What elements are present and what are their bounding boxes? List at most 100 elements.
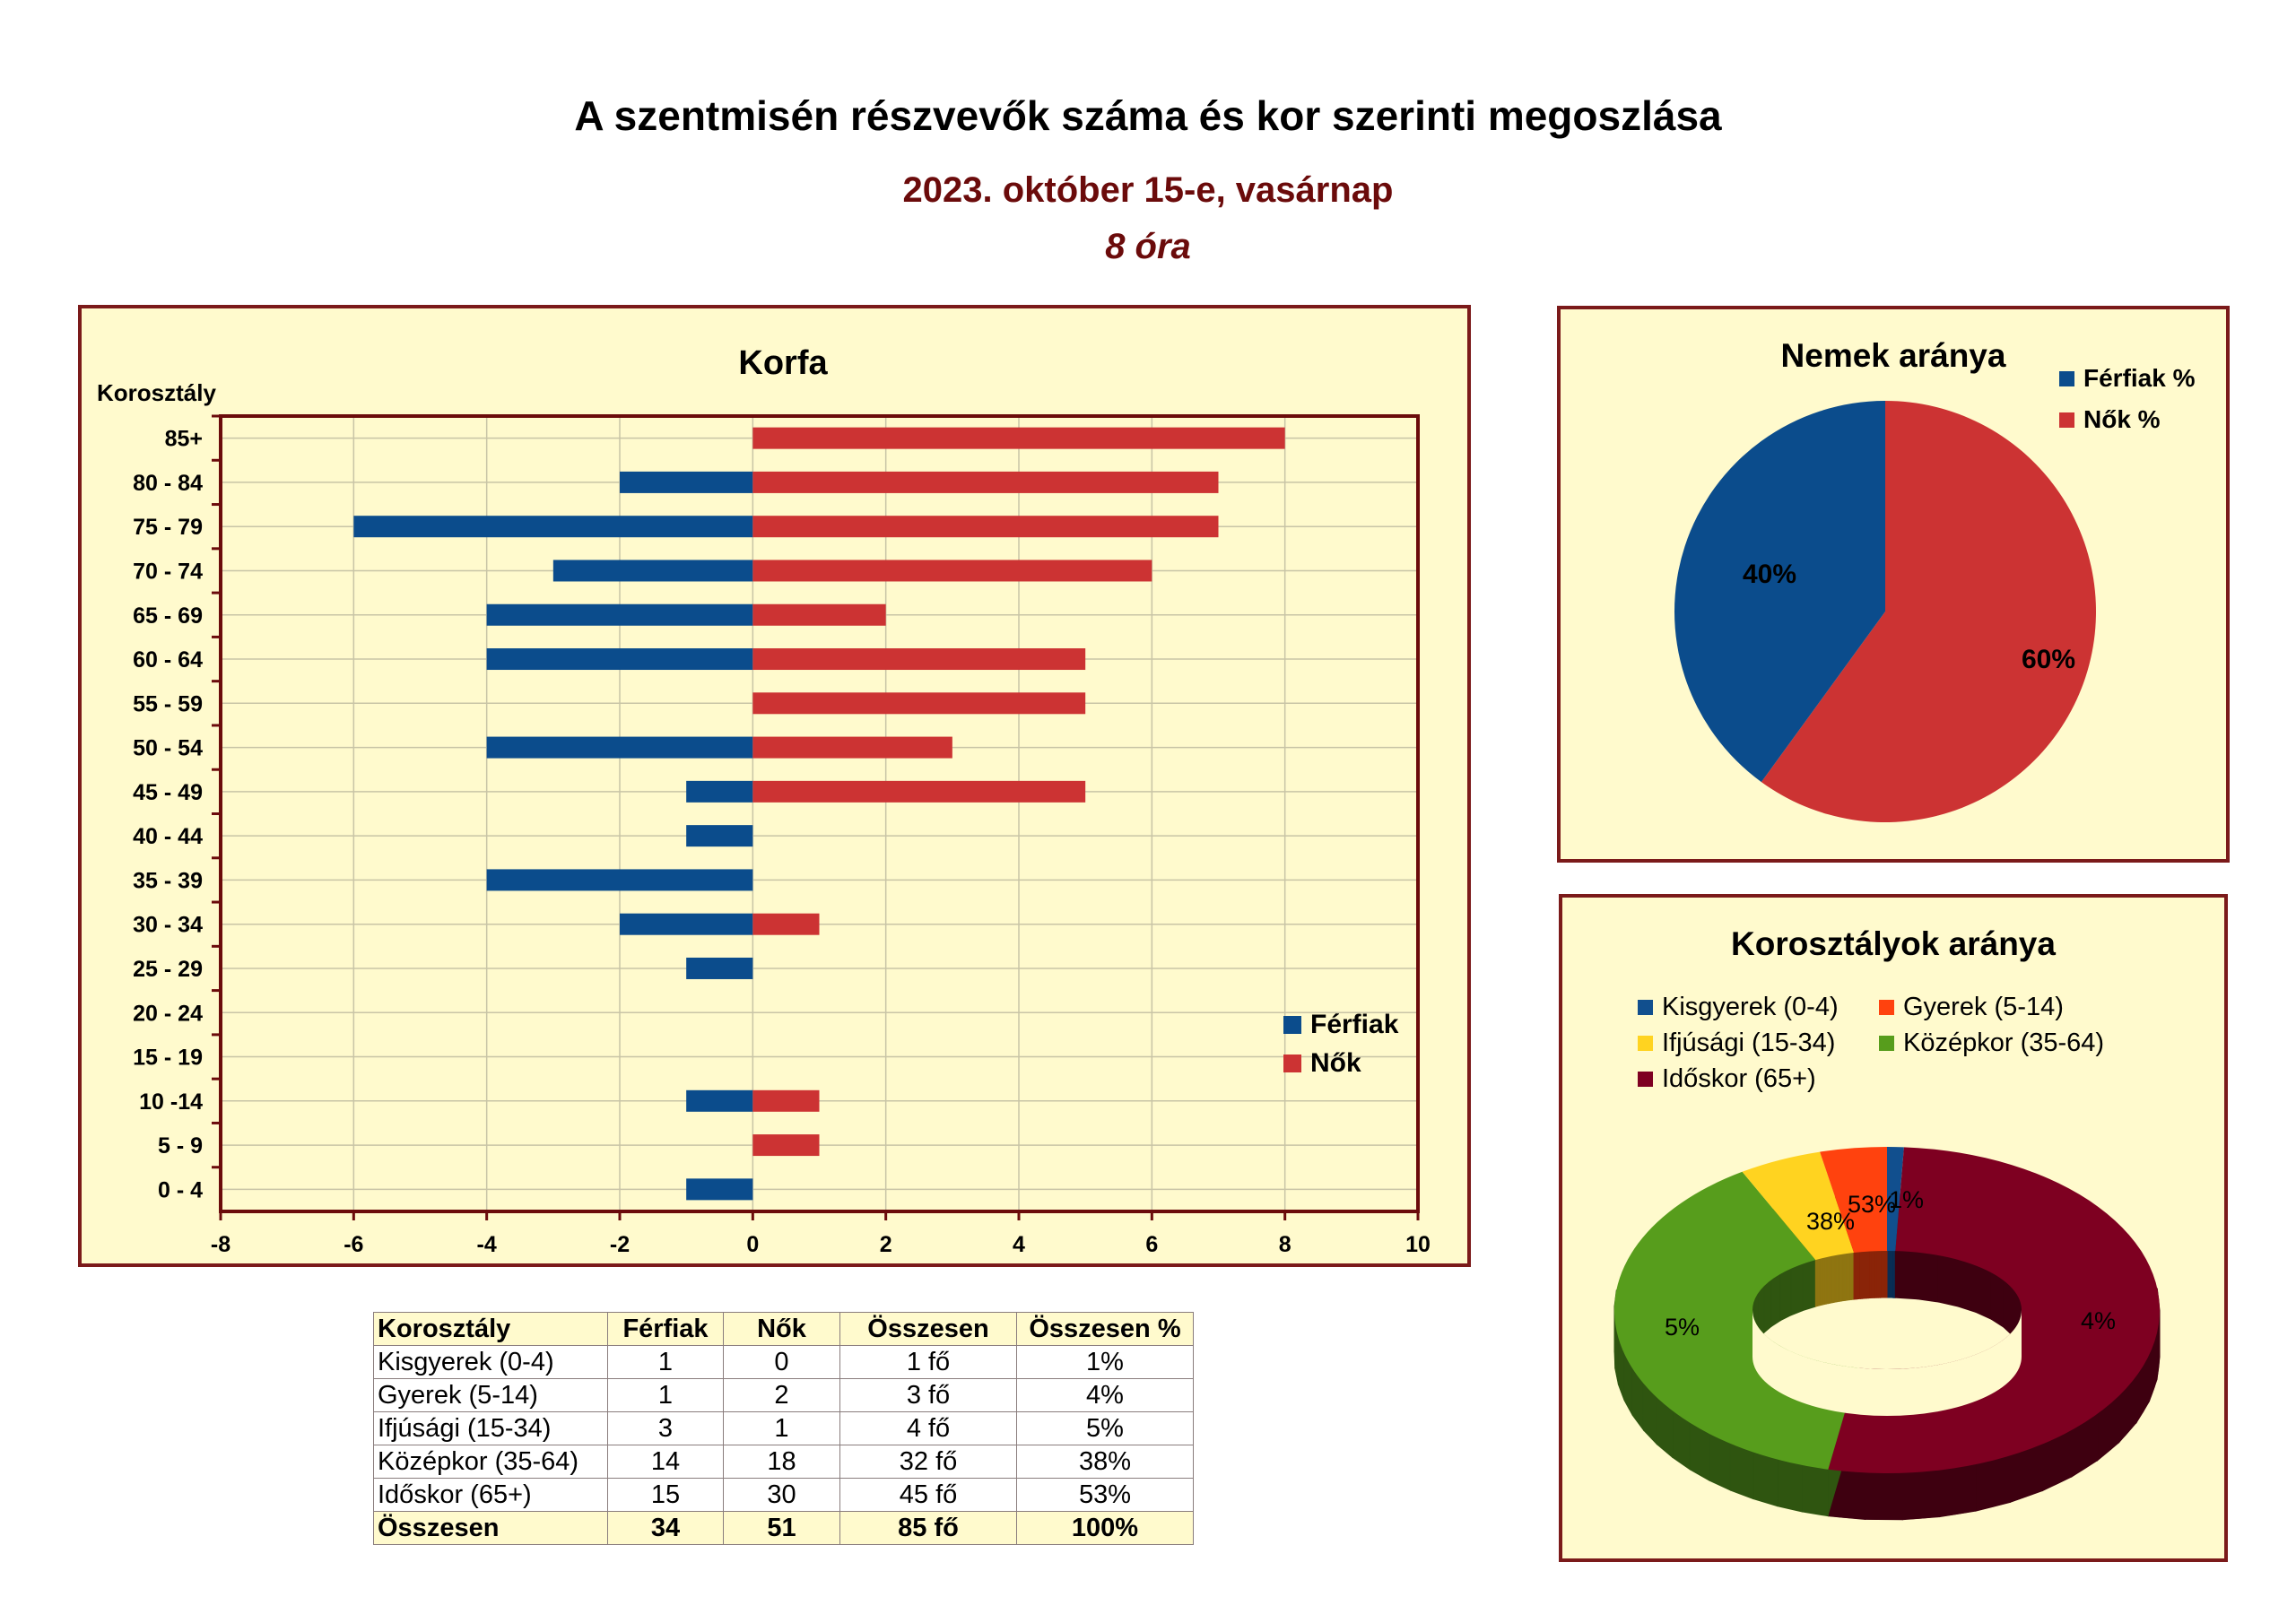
korfa-bar-women [752, 1089, 820, 1112]
table-cell: Korosztály [373, 1312, 608, 1346]
korfa-x-tick-label: 0 [746, 1232, 759, 1257]
table-row: Kisgyerek (0-4) 1 0 1 fő 1% [373, 1345, 1194, 1379]
age-legend-label: Középkor (35-64) [1903, 1028, 2104, 1057]
gender-legend-swatch-women [2059, 412, 2074, 428]
age-donut-chart: Korosztályok aránya Kisgyerek (0-4) Gyerek… [1613, 925, 2161, 1521]
korfa-category-label: 25 - 29 [133, 957, 203, 982]
table-row: Középkor (35-64) 14 18 32 fő 38% [373, 1445, 1194, 1479]
korfa-category-label: 50 - 54 [133, 736, 203, 761]
korfa-bar-men [552, 560, 753, 582]
page-subtitle-date: 2023. október 15-e, vasárnap [902, 170, 1394, 210]
age-donut-wall [1865, 1471, 1903, 1521]
age-donut-panel: Korosztályok aránya Kisgyerek (0-4) Gyerek… [1559, 894, 2228, 1562]
korfa-category-label: 30 - 34 [133, 913, 203, 938]
age-donut-hole [1752, 1310, 2022, 1416]
korfa-chart: Korfa Korosztály 85+ 80 - 84 75 - 79 70 - 74 6… [97, 344, 1431, 1257]
korfa-bar-women [752, 560, 1152, 582]
korfa-bar-women [752, 516, 1219, 538]
table-cell: 34 [607, 1511, 724, 1545]
page-subtitle-time: 8 óra [1105, 227, 1191, 266]
age-legend-swatch [1638, 1036, 1653, 1051]
korfa-category-label: 45 - 49 [133, 780, 203, 805]
age-donut-value-label: 53% [1848, 1191, 1896, 1218]
korfa-bar-women [752, 780, 1086, 803]
korfa-bar-men [486, 648, 753, 671]
korfa-category-label: 85+ [165, 427, 203, 452]
korfa-x-tick-label: -4 [477, 1232, 497, 1257]
table-cell: Összesen [839, 1312, 1017, 1346]
table-header-row: Korosztály Férfiak Nők Összesen Összesen % [373, 1312, 1194, 1346]
table-cell: 100% [1016, 1511, 1194, 1545]
korfa-bar-men [620, 471, 753, 493]
age-donut-inner-wall [1802, 1259, 1816, 1312]
korfa-bar-men [686, 1089, 753, 1112]
korfa-bar-men [486, 869, 753, 891]
age-donut-wall [1752, 1451, 1779, 1507]
age-donut-inner-wall [1917, 1252, 1939, 1303]
korfa-bar-men [486, 603, 753, 626]
table-cell: Középkor (35-64) [373, 1445, 608, 1479]
korfa-legend-label-men: Férfiak [1310, 1010, 1399, 1039]
korfa-bar-men [353, 516, 753, 538]
age-donut-wall [1777, 1458, 1803, 1513]
korfa-category-label: 40 - 44 [133, 824, 203, 849]
korfa-bar-women [752, 603, 886, 626]
korfa-axis-label: Korosztály [97, 379, 216, 406]
korfa-legend-swatch-men [1283, 1016, 1301, 1034]
age-donut-wall [1939, 1463, 1977, 1518]
table-row: Gyerek (5-14) 1 2 3 fő 4% [373, 1378, 1194, 1412]
age-legend-label: Gyerek (5-14) [1903, 993, 2064, 1021]
table-cell: 1 fő [839, 1345, 1017, 1379]
table-cell: 30 [723, 1478, 840, 1512]
gender-pie-title: Nemek aránya [1781, 337, 2006, 374]
age-donut-inner-wall [1763, 1279, 1772, 1334]
korfa-category-label: 20 - 24 [133, 1001, 203, 1026]
age-legend-label: Ifjúsági (15-34) [1662, 1028, 1835, 1057]
table-cell: 51 [723, 1511, 840, 1545]
age-legend-swatch [1638, 1072, 1653, 1087]
korfa-bar-women [752, 471, 1219, 493]
age-legend-label: Kisgyerek (0-4) [1662, 993, 1839, 1021]
korfa-category-label: 10 -14 [139, 1089, 203, 1115]
age-donut-title: Korosztályok aránya [1731, 925, 2056, 962]
age-donut-inner-wall [1790, 1263, 1804, 1316]
korfa-x-tick-label: 10 [1405, 1232, 1431, 1257]
age-donut-wall [1975, 1454, 2011, 1512]
korfa-title: Korfa [738, 344, 828, 382]
korfa-category-label: 80 - 84 [133, 471, 203, 496]
korfa-bar-women [752, 692, 1086, 715]
gender-legend-swatch-men [2059, 371, 2074, 386]
korfa-bar-women [752, 736, 952, 759]
table-cell: Nők [723, 1312, 840, 1346]
age-donut-inner-wall [1779, 1268, 1792, 1322]
table-cell: Férfiak [607, 1312, 724, 1346]
table-cell: 32 fő [839, 1445, 1017, 1479]
korfa-bar-women [752, 1134, 820, 1157]
age-donut-wall [1729, 1443, 1754, 1500]
korfa-legend-swatch-women [1283, 1055, 1301, 1072]
gender-pie-value-label-women: 60% [2022, 645, 2075, 674]
gender-pie-chart: Nemek aránya 40% 60% Férfiak % Nők % [1674, 337, 2196, 822]
age-legend-swatch [1879, 1036, 1894, 1051]
table-cell: 53% [1016, 1478, 1194, 1512]
age-donut-value-label: 5% [1665, 1314, 1700, 1341]
age-donut-value-label: 1% [1889, 1186, 1924, 1213]
age-donut-slice [1742, 1151, 1855, 1261]
korfa-bar-men [686, 780, 753, 803]
age-donut-wall [1901, 1470, 1941, 1521]
age-donut-inner-wall [1990, 1271, 2005, 1329]
age-donut-wall [1801, 1464, 1829, 1517]
table-cell: 85 fő [839, 1511, 1017, 1545]
age-donut-inner-wall [2003, 1280, 2014, 1338]
table-cell: 2 [723, 1378, 840, 1412]
table-cell: 0 [723, 1345, 840, 1379]
page-title: A szentmisén részvevők száma és kor szer… [574, 92, 1722, 139]
korfa-bar-women [752, 648, 1086, 671]
table-cell: 15 [607, 1478, 724, 1512]
age-donut-value-label: 38% [1806, 1208, 1855, 1235]
table-cell: 1% [1016, 1345, 1194, 1379]
age-donut-inner-wall [1884, 1250, 1888, 1298]
korfa-x-tick-label: -6 [344, 1232, 363, 1257]
table-cell: 3 [607, 1411, 724, 1445]
gender-legend-label-women: Nők % [2083, 405, 2161, 433]
